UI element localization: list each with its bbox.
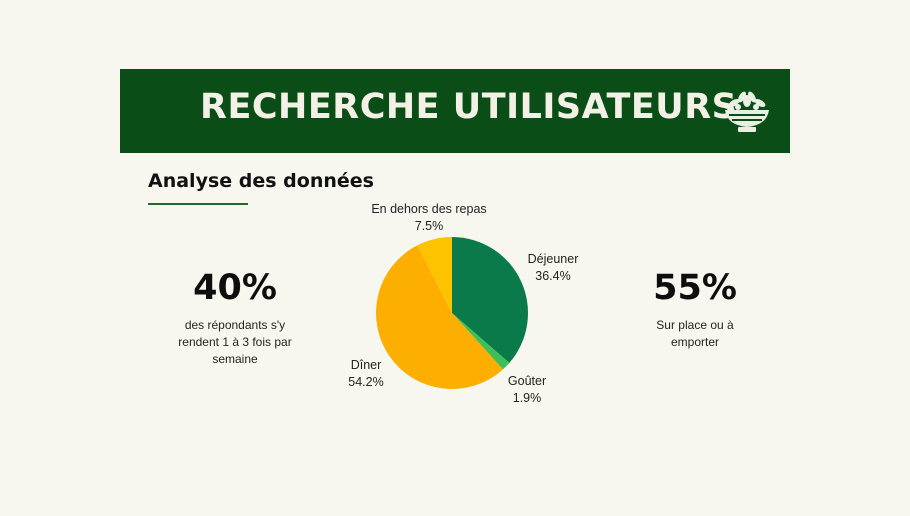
pie-slice-diner <box>375 245 503 390</box>
pie-label-gouter-value: 1.9% <box>513 391 542 405</box>
stat-frequency-value: 40% <box>193 268 277 308</box>
pie-label-diner-value: 54.2% <box>348 375 383 389</box>
caption-line: des répondants s'y <box>184 318 286 332</box>
pie-label-dejeuner-name: Déjeuner <box>528 252 579 266</box>
pie-slice-dejeuner <box>452 237 528 363</box>
pie-slice-gouter <box>452 313 510 370</box>
pie-label-diner-name: Dîner <box>351 358 382 372</box>
caption-line: semaine <box>212 352 258 366</box>
stat-place-caption: Sur place ou à emporter <box>620 317 770 351</box>
heading-underline <box>148 203 248 205</box>
stat-place-value: 55% <box>653 268 737 308</box>
caption-line: rendent 1 à 3 fois par <box>178 335 292 349</box>
stat-frequency-caption: des répondants s'y rendent 1 à 3 fois pa… <box>160 317 310 368</box>
pie-label-gouter-name: Goûter <box>508 374 546 388</box>
page-title: RECHERCHE UTILISATEURS <box>200 87 738 127</box>
caption-line: emporter <box>670 335 720 349</box>
title-banner: RECHERCHE UTILISATEURS <box>120 69 790 153</box>
caption-line: Sur place ou à <box>656 318 734 332</box>
pie-label-dejeuner-value: 36.4% <box>535 269 570 283</box>
pie-slice-hors-repas <box>417 237 452 313</box>
salad-bowl-icon <box>720 87 774 137</box>
pie-label-hors-repas-value: 7.5% <box>415 219 444 233</box>
section-heading: Analyse des données <box>148 170 374 192</box>
pie-label-hors-repas-name: En dehors des repas <box>371 202 486 216</box>
